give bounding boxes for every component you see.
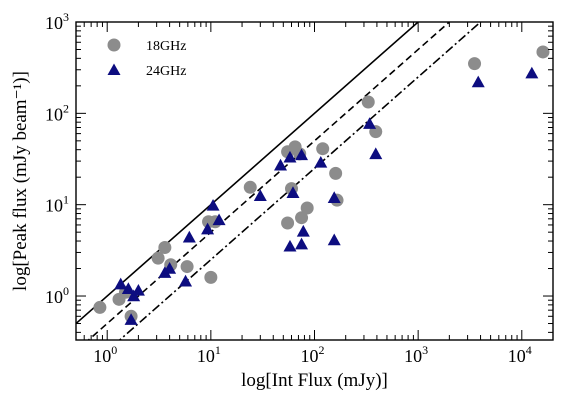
point-18ghz [536,45,550,59]
point-18ghz [93,300,107,314]
point-24ghz [327,191,341,203]
x-tick-label: 102 [301,343,325,366]
point-24ghz [471,75,485,88]
point-24ghz [283,150,297,163]
point-18ghz [295,211,309,225]
y-axis-label: log[Peak flux (mJy beam⁻¹)] [10,71,31,291]
plot-frame [75,21,554,341]
x-tick-label: 103 [404,343,428,366]
y-tick-label: 103 [45,10,69,33]
point-24ghz [179,274,193,287]
point-24ghz [327,233,341,246]
point-24ghz [296,224,310,237]
x-tick-label: 104 [508,343,532,366]
point-24ghz [274,158,288,171]
data-points [93,45,550,325]
reference-line-dashdot [118,22,482,340]
point-24ghz [163,262,177,274]
point-24ghz [369,147,383,160]
x-axis-label: log[Int Flux (mJy)] [241,370,388,391]
legend-label-18ghz: 18GHz [146,39,186,54]
point-24ghz [121,282,135,294]
point-24ghz [131,283,145,296]
point-24ghz [286,186,300,198]
point-18ghz [204,270,218,284]
point-24ghz [212,213,226,226]
point-18ghz [158,240,172,254]
point-18ghz [180,260,194,274]
point-18ghz [281,216,295,230]
point-24ghz [201,222,215,235]
point-18ghz [243,180,257,194]
point-24ghz [295,148,309,161]
x-tick-label: 100 [93,343,117,366]
point-18ghz [151,251,165,265]
legend-label-24ghz: 24GHz [146,64,186,79]
point-24ghz [206,198,220,211]
point-24ghz [314,155,328,168]
point-18ghz [300,201,314,215]
point-18ghz [361,95,375,109]
reference-line-dashed [87,22,451,340]
point-24ghz [283,239,297,252]
y-tick-label: 101 [45,193,69,216]
point-24ghz [363,117,377,129]
x-tick-label: 101 [197,343,221,366]
reference-lines [76,22,482,340]
point-18ghz [468,57,482,71]
point-24ghz [114,277,128,290]
point-18ghz [316,142,330,156]
point-24ghz [295,237,309,250]
point-18ghz [329,166,343,180]
y-tick-label: 102 [45,101,69,124]
legend: 18GHz 24GHz [107,38,186,79]
legend-marker-24ghz [107,63,121,75]
tick-labels: 100 101 102 103 104 100 101 102 103 [45,10,532,366]
point-24ghz [253,189,267,202]
point-24ghz [124,313,138,325]
y-tick-label: 100 [45,284,69,307]
point-24ghz [182,230,196,243]
point-24ghz [525,66,539,79]
legend-marker-18ghz [107,38,121,52]
